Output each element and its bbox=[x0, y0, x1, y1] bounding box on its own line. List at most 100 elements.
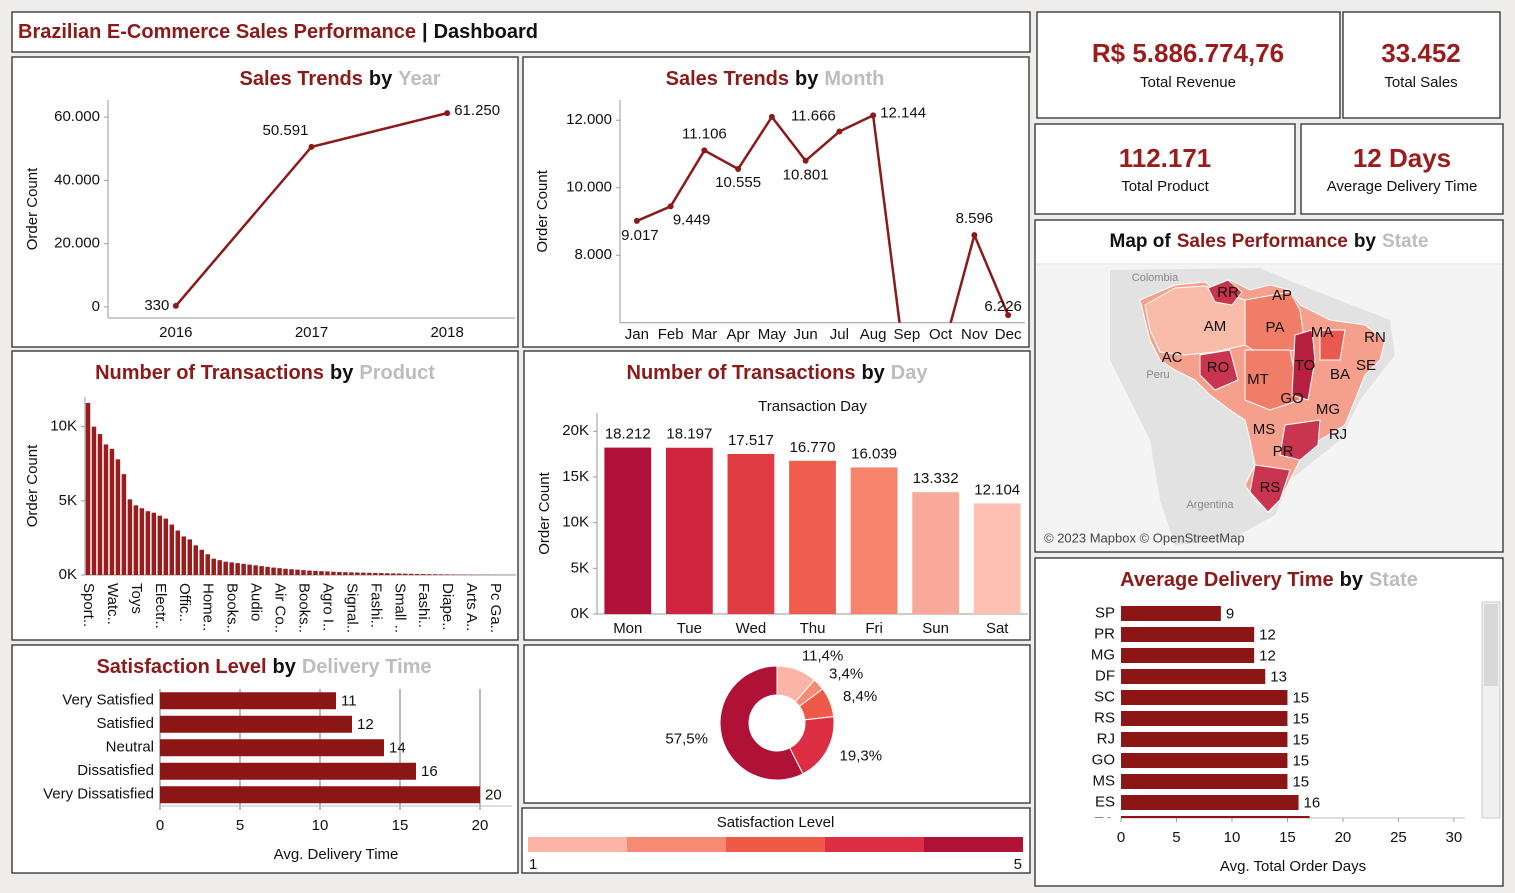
bar bbox=[127, 499, 133, 575]
x-tick-label: 15 bbox=[392, 817, 409, 834]
bar bbox=[343, 572, 348, 575]
point bbox=[308, 143, 315, 150]
x-axis-label: Transaction Day bbox=[758, 398, 867, 415]
state-label: MG bbox=[1316, 401, 1340, 418]
state-area bbox=[1244, 349, 1301, 411]
bar bbox=[367, 572, 372, 575]
title: Number of Transactions by Product bbox=[95, 362, 435, 384]
value-label: 16 bbox=[421, 763, 438, 780]
y-axis-label: Order Count bbox=[536, 471, 553, 554]
title-part: Brazilian E-Commerce Sales Performance bbox=[18, 21, 416, 43]
state-label: MS bbox=[1253, 421, 1276, 438]
value-label: 10.801 bbox=[783, 167, 829, 184]
value-label: 14 bbox=[389, 740, 406, 757]
state-area bbox=[1291, 329, 1316, 401]
bar bbox=[307, 570, 312, 575]
y-tick-label: DF bbox=[1095, 667, 1115, 684]
y-tick-label: MG bbox=[1091, 646, 1115, 663]
title-part: Map of bbox=[1110, 231, 1172, 252]
title-part: | bbox=[422, 21, 428, 43]
title-part: by bbox=[330, 362, 354, 384]
bar bbox=[319, 571, 324, 575]
y-tick-label: 12.000 bbox=[566, 111, 612, 128]
title-part: by bbox=[1340, 569, 1364, 591]
y-axis-label: Order Count bbox=[24, 444, 41, 527]
point bbox=[444, 110, 451, 117]
bar bbox=[235, 563, 240, 575]
x-tick-label: Books.. bbox=[224, 583, 241, 633]
title-part: Delivery Time bbox=[302, 656, 432, 678]
x-tick-label: 15 bbox=[1279, 829, 1296, 846]
state-area bbox=[1199, 349, 1239, 391]
bar bbox=[397, 573, 402, 575]
bar bbox=[379, 573, 384, 575]
bar bbox=[193, 545, 198, 575]
bar bbox=[1121, 711, 1288, 726]
slice bbox=[719, 665, 804, 781]
title-part: Satisfaction Level bbox=[96, 656, 266, 678]
x-tick-label: Watc.. bbox=[104, 583, 121, 625]
scrollbar-thumb[interactable] bbox=[1484, 604, 1498, 686]
map-attribution: © 2023 Mapbox © OpenStreetMap bbox=[1044, 530, 1245, 545]
value-label: 330 bbox=[144, 297, 169, 314]
bar bbox=[265, 566, 270, 575]
title-part: Average Delivery Time bbox=[1120, 569, 1333, 591]
title-part: Number of Transactions bbox=[627, 362, 856, 384]
value-label: 9.449 bbox=[673, 211, 711, 228]
x-tick-label: Air Co.. bbox=[272, 583, 289, 633]
x-tick-label: Small .. bbox=[391, 583, 408, 633]
bar bbox=[313, 570, 318, 575]
y-tick-label: RJ bbox=[1097, 730, 1115, 747]
bar bbox=[1121, 753, 1288, 768]
bar bbox=[325, 571, 330, 575]
y-tick-label: Very Dissatisfied bbox=[43, 786, 154, 803]
value-label: 15 bbox=[1292, 752, 1309, 769]
title-part: by bbox=[1354, 231, 1377, 252]
x-tick-label: Apr bbox=[726, 326, 749, 343]
title-part: Sales Trends bbox=[666, 68, 789, 90]
x-tick-label: Mar bbox=[691, 326, 717, 343]
bar bbox=[253, 565, 258, 575]
y-tick-label: 0K bbox=[59, 566, 77, 583]
x-tick-label: Tue bbox=[677, 620, 702, 637]
bar bbox=[169, 524, 175, 575]
x-tick-label: 20 bbox=[1335, 829, 1352, 846]
point bbox=[870, 112, 877, 119]
y-tick-label: Neutral bbox=[106, 739, 154, 756]
x-axis-label: Avg. Delivery Time bbox=[274, 846, 399, 863]
value-label: 17.517 bbox=[728, 432, 774, 449]
title-part: State bbox=[1369, 569, 1418, 591]
bar bbox=[727, 453, 775, 614]
value-label: 18.197 bbox=[666, 426, 712, 443]
value-label: 15 bbox=[1292, 689, 1309, 706]
bar bbox=[1121, 816, 1310, 818]
y-tick-label: Very Satisfied bbox=[62, 692, 154, 709]
panel bbox=[11, 644, 519, 874]
bar bbox=[850, 467, 898, 614]
bar bbox=[1121, 606, 1221, 621]
value-label: 9.017 bbox=[621, 227, 659, 244]
value-label: 12 bbox=[1259, 647, 1276, 664]
x-tick-label: Pc Ga.. bbox=[487, 583, 504, 633]
y-tick-label: RS bbox=[1094, 709, 1115, 726]
value-label: 12 bbox=[1259, 626, 1276, 643]
bar bbox=[160, 739, 384, 757]
bar bbox=[450, 574, 456, 575]
value-label: 9 bbox=[1226, 605, 1234, 622]
state-label: MT bbox=[1247, 371, 1269, 388]
bar bbox=[1121, 774, 1288, 789]
x-tick-label: 2018 bbox=[430, 324, 463, 341]
bar bbox=[301, 570, 306, 575]
legend-min: 1 bbox=[529, 856, 537, 873]
value-label: 10.555 bbox=[715, 174, 761, 191]
y-tick-label: 5K bbox=[59, 492, 77, 509]
place-label: Argentina bbox=[1186, 499, 1234, 511]
bar bbox=[139, 508, 145, 575]
value-label: 19,3% bbox=[840, 748, 883, 765]
x-tick-label: 5 bbox=[236, 817, 244, 834]
x-tick-label: Home.. bbox=[200, 583, 217, 631]
kpi-panel bbox=[1036, 11, 1341, 119]
x-tick-label: Fashi.. bbox=[415, 583, 432, 628]
bar bbox=[373, 572, 378, 575]
x-tick-label: Offic.. bbox=[176, 583, 193, 622]
